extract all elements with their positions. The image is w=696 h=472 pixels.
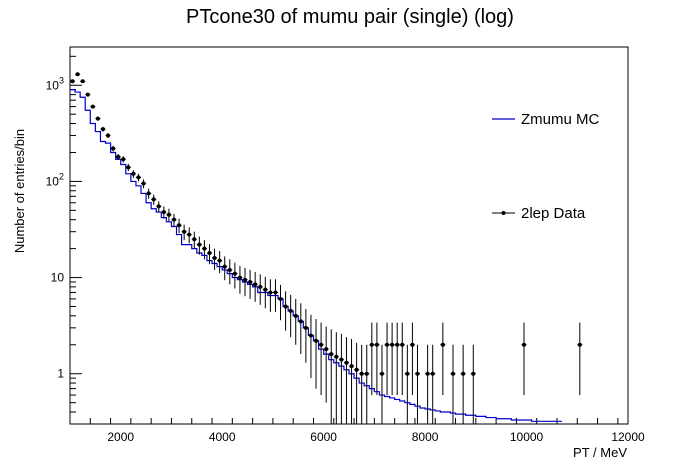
data-point [258,284,263,289]
data-point [283,304,288,309]
data-point [461,371,466,376]
data-point [329,352,334,357]
data-point [303,325,308,330]
y-axis-title: Number of entries/bin [12,129,27,253]
data-point [430,371,435,376]
data-point [171,217,176,222]
data-point [126,165,131,170]
data-point [217,258,222,263]
y-tick-label: 103 [46,75,64,92]
data-point [177,223,182,228]
data-point [349,364,354,369]
x-tick-label: 8000 [412,430,439,444]
data-point [471,371,476,376]
data-point [232,271,237,276]
data-point [166,212,171,217]
data-point [70,79,75,84]
data-point [450,371,455,376]
data-point [298,319,303,324]
data-point [268,290,273,295]
data-point [273,290,278,295]
data-point [278,296,283,301]
data-point [263,287,268,292]
legend-data-label: 2lep Data [521,205,586,222]
data-point [334,354,339,359]
data-point [75,72,80,77]
data-point [243,277,248,282]
data-point [146,191,151,196]
data-point [237,275,242,280]
data-point [106,133,111,138]
data-point [95,116,100,121]
data-point [440,342,445,347]
legend: Zmumu MC 2lep Data [492,111,600,222]
data-point [111,146,116,151]
data-point [577,342,582,347]
data-point [131,171,136,176]
data-point [253,282,258,287]
x-tick-label: 10000 [510,430,544,444]
data-point [121,157,126,162]
data-point [212,255,217,260]
data-point [187,232,192,237]
data-point [395,342,400,347]
data-point [308,333,313,338]
data-point [379,371,384,376]
data-point [100,127,105,132]
data-point [288,308,293,313]
data-point [141,181,146,186]
series-layer [70,72,583,424]
data-point [390,342,395,347]
data-point [410,342,415,347]
x-tick-label: 6000 [310,430,337,444]
plot-frame [69,46,629,425]
x-tick-label: 12000 [611,430,645,444]
data-point [385,342,390,347]
chart-title: PTcone30 of mumu pair (single) (log) [186,6,514,28]
legend-data-marker [501,211,506,215]
y-tick-label: 102 [46,171,64,188]
data-point [90,104,95,109]
data-point [344,360,349,365]
data-point [161,210,166,215]
y-tick-label: 10 [51,271,65,285]
data-point [182,229,187,234]
x-tick-label: 2000 [107,430,134,444]
data-point [248,279,253,284]
x-axis-title: PT / MeV [573,445,627,460]
x-axis: 2000 4000 6000 8000 10000 12000 [69,418,645,444]
data-point [202,246,207,251]
data-point [80,79,85,84]
data-point [400,342,405,347]
y-axis: 1 10 102 103 [46,55,82,425]
data-point [425,371,430,376]
data-point [319,342,324,347]
data-point [197,242,202,247]
data-point [293,313,298,318]
data-point [374,342,379,347]
data-point [192,237,197,242]
data-point [151,197,156,202]
data-point [207,251,212,256]
data-point [314,338,319,343]
data-point [324,347,329,352]
y-tick-label: 1 [57,367,64,381]
data-point [85,92,90,97]
data-point [359,371,364,376]
data-point [415,371,420,376]
x-tick-label: 4000 [209,430,236,444]
data-point [354,367,359,372]
data-point [227,267,232,272]
data-point [222,264,227,269]
data-point [369,342,374,347]
data-point [364,371,369,376]
data-point [339,357,344,362]
data-point [116,154,121,159]
data-point [136,175,141,180]
legend-mc-label: Zmumu MC [521,111,600,128]
data-point [522,342,527,347]
data-point [156,204,161,209]
data-point [405,371,410,376]
